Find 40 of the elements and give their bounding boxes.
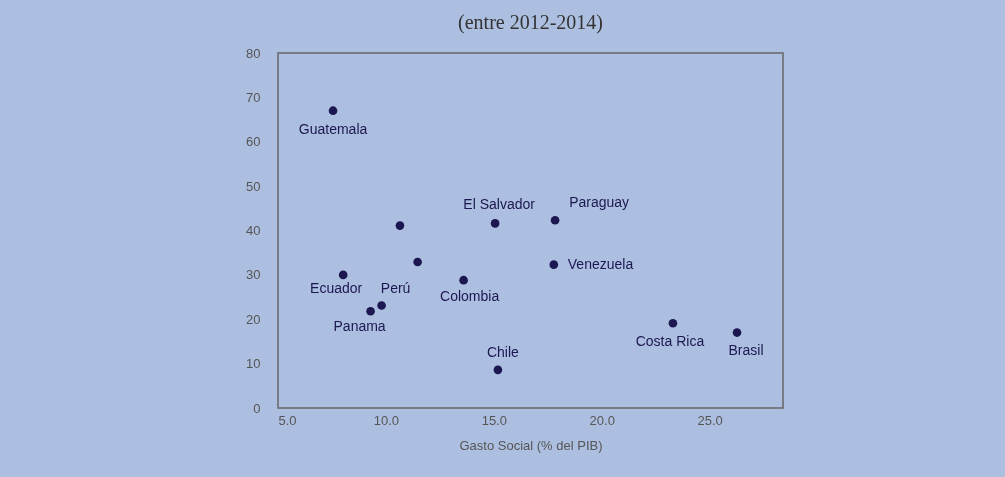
point (493, 365, 503, 375)
point (377, 301, 386, 310)
point (413, 257, 422, 267)
y-tick-label: 30 (246, 267, 261, 283)
y-tick-label: 10 (246, 356, 261, 372)
x-tick-label: 20.0 (589, 412, 615, 428)
point (366, 306, 375, 316)
annotation: Panama (333, 318, 386, 335)
point (549, 260, 559, 269)
annotation: Perú (380, 280, 411, 297)
point (490, 219, 500, 228)
x-tick-label: 5.0 (278, 412, 297, 428)
point (328, 106, 338, 116)
point (732, 328, 742, 337)
annotation: Guatemala (298, 120, 368, 137)
y-tick-label: 70 (246, 89, 261, 105)
x-tick-label: 15.0 (481, 412, 507, 428)
y-tick-label: 20 (246, 311, 261, 327)
x-tick-label: 10.0 (373, 412, 400, 428)
annotation: Chile (486, 343, 520, 360)
x-tick-label: 25.0 (697, 412, 723, 428)
annotation: Colombia (440, 288, 500, 305)
y-tick-label: 60 (246, 134, 261, 150)
point (338, 270, 348, 280)
point (668, 318, 678, 328)
point (395, 221, 405, 230)
annotation: Paraguay (569, 194, 630, 211)
x-axis-title: Gasto Social (% del PIB) (459, 437, 603, 453)
chart-title: (entre 2012-2014) (458, 11, 603, 34)
point (550, 215, 560, 225)
annotation: Venezuela (567, 255, 634, 272)
point (459, 275, 468, 285)
y-tick-label: 50 (246, 178, 261, 194)
y-tick-label: 80 (246, 45, 261, 61)
annotation: Costa Rica (635, 333, 705, 350)
y-tick-label: 0 (253, 400, 261, 416)
annotation: Ecuador (310, 279, 363, 296)
annotation: Brasil (728, 341, 764, 358)
annotation: El Salvador (463, 196, 536, 213)
y-tick-label: 40 (246, 223, 261, 238)
